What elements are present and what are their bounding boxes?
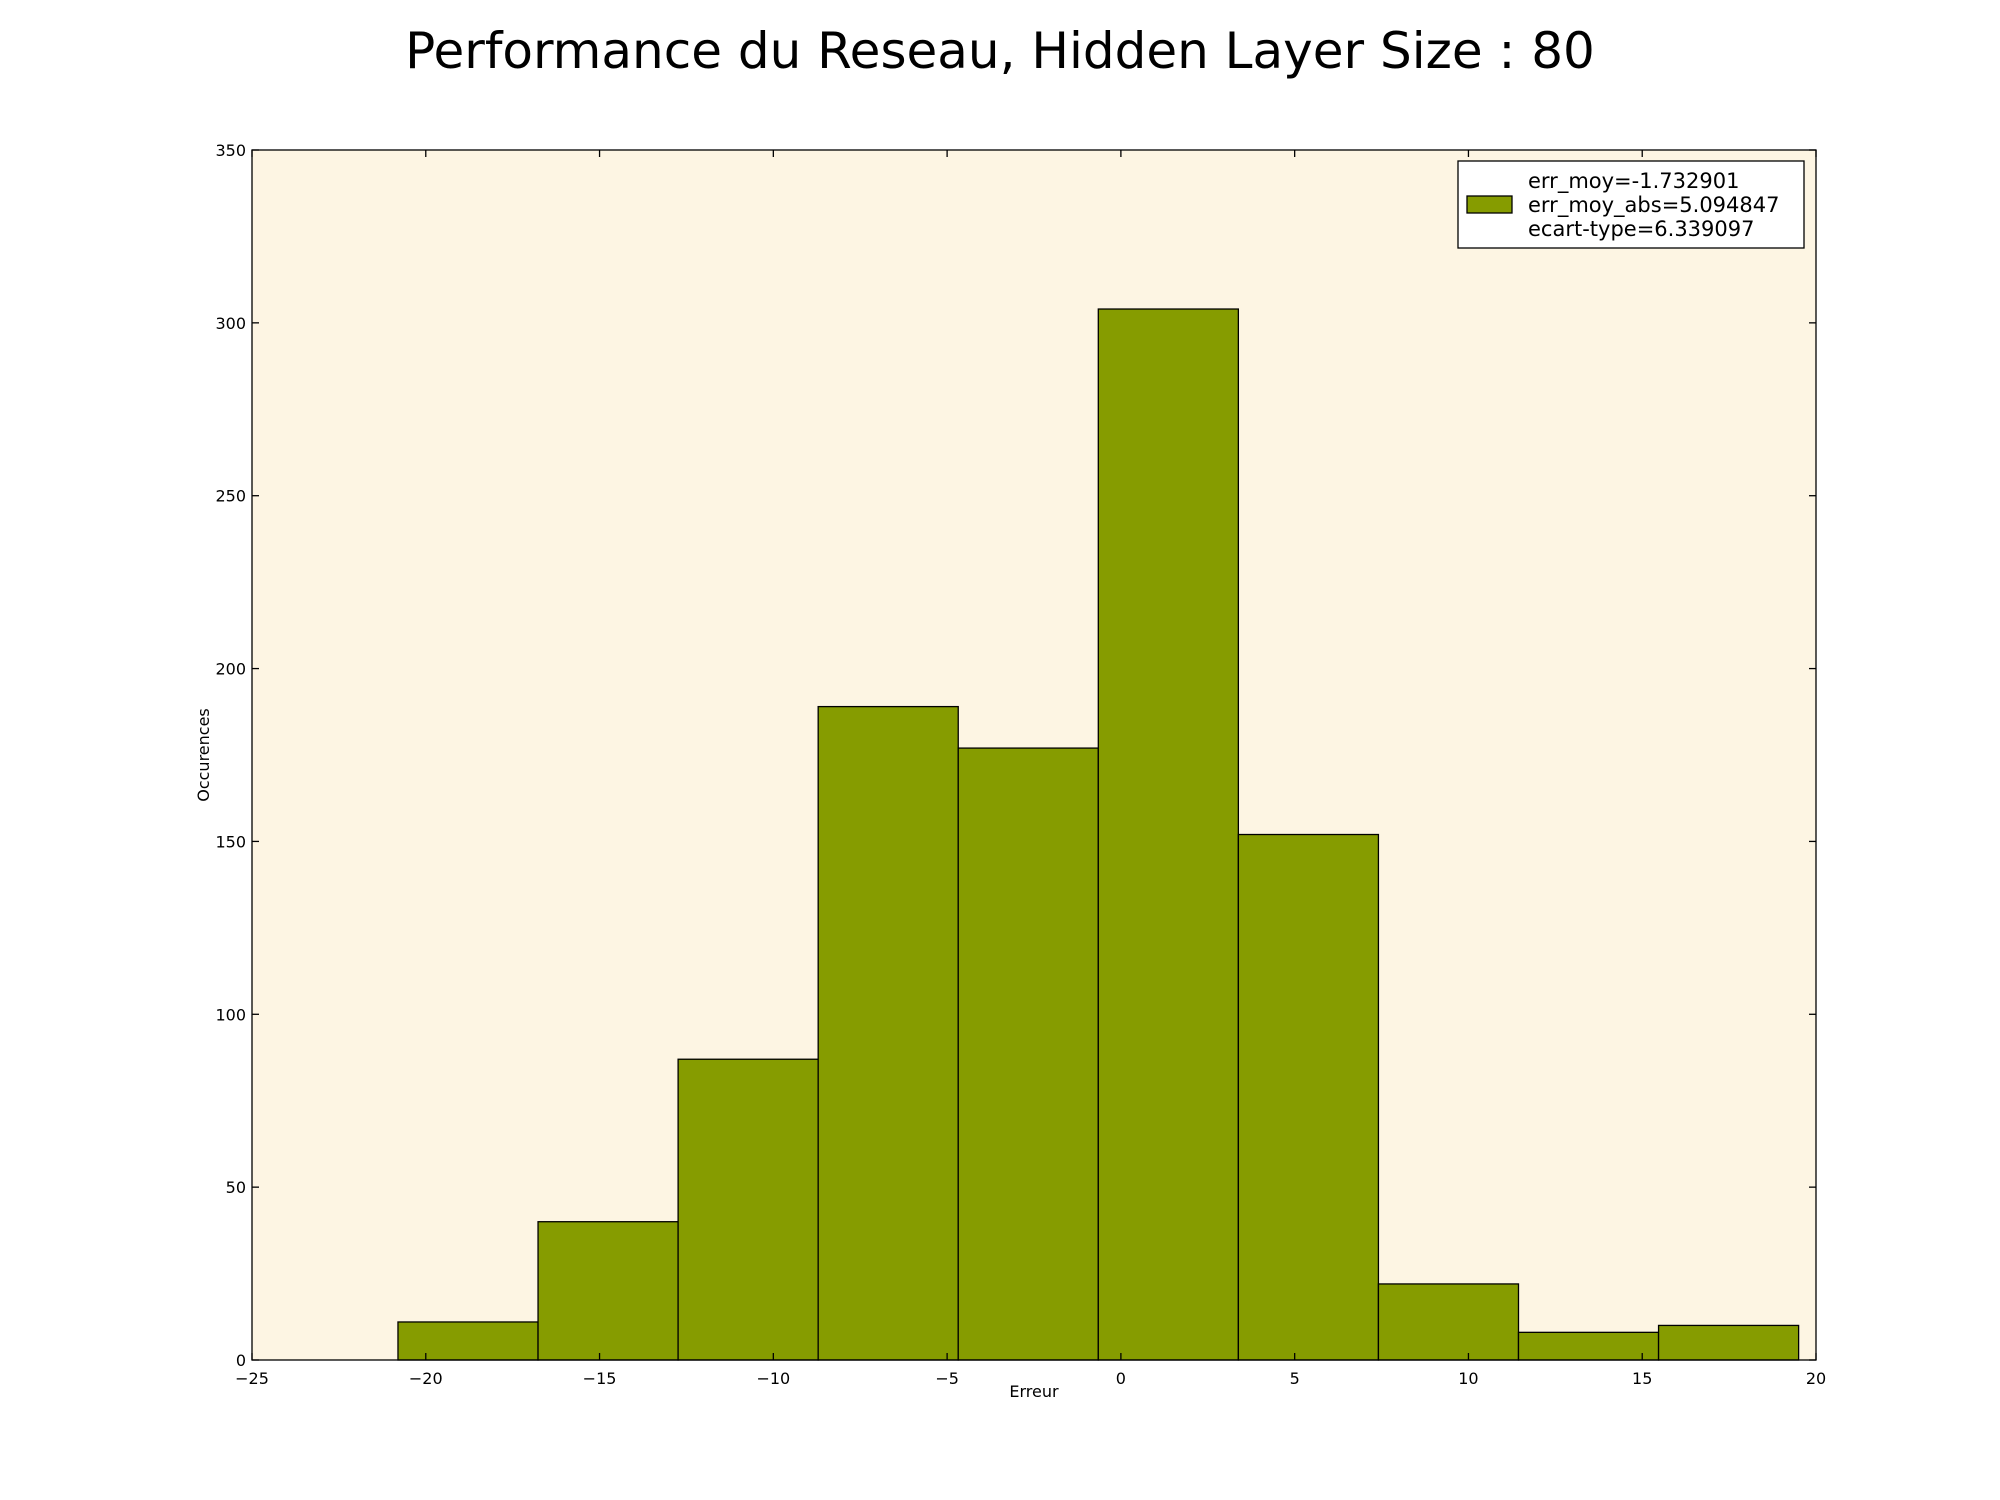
histogram-bar xyxy=(1097,308,1240,1361)
x-tick-label: −5 xyxy=(935,1369,959,1388)
histogram-bar xyxy=(1237,833,1380,1361)
legend-entry-mean-abs-error: err_moy_abs=5.094847 xyxy=(1528,193,1780,218)
y-tick-label: 250 xyxy=(215,487,246,506)
legend-box xyxy=(1457,160,1805,249)
x-tick-label: 20 xyxy=(1806,1369,1826,1388)
y-tick-label: 50 xyxy=(226,1178,246,1197)
histogram-bar xyxy=(957,747,1099,1361)
x-tick-label: −10 xyxy=(756,1369,790,1388)
histogram-bar xyxy=(1377,1283,1520,1361)
y-axis-label: Occurences xyxy=(194,708,213,802)
histogram-bar xyxy=(817,705,959,1361)
x-tick-label: 10 xyxy=(1458,1369,1478,1388)
y-tick-label: 150 xyxy=(215,832,246,851)
plot-area-frame xyxy=(251,149,1817,1361)
legend: err_moy=-1.732901 err_moy_abs=5.094847 e… xyxy=(1457,160,1805,249)
x-tick-label: 5 xyxy=(1290,1369,1300,1388)
histogram-bar xyxy=(537,1221,679,1361)
axis-ticks: −25 −20 −15 −10 −5 0 5 10 15 20050100150200250300… xyxy=(215,141,1826,1388)
histogram-bar xyxy=(397,1321,539,1361)
x-tick-label: 15 xyxy=(1632,1369,1652,1388)
y-tick-label: 350 xyxy=(215,141,246,160)
y-tick-label: 0 xyxy=(236,1351,246,1370)
histogram-bar xyxy=(677,1058,819,1361)
histogram-bars xyxy=(397,308,1800,1361)
chart-title: Performance du Reseau, Hidden Layer Size… xyxy=(405,22,1595,80)
histogram-bar xyxy=(1517,1331,1660,1361)
x-tick-label: 0 xyxy=(1116,1369,1126,1388)
x-tick-label: −25 xyxy=(235,1369,269,1388)
x-tick-label: −20 xyxy=(409,1369,443,1388)
y-tick-label: 100 xyxy=(215,1005,246,1024)
legend-entry-mean-error: err_moy=-1.732901 xyxy=(1528,169,1739,194)
legend-swatch xyxy=(1466,195,1513,214)
x-tick-label: −15 xyxy=(583,1369,617,1388)
y-tick-label: 300 xyxy=(215,314,246,333)
histogram-bar xyxy=(1657,1324,1800,1361)
y-tick-label: 200 xyxy=(215,660,246,679)
x-axis-label: Erreur xyxy=(1009,1382,1059,1401)
legend-entry-std-dev: ecart-type=6.339097 xyxy=(1528,217,1755,241)
